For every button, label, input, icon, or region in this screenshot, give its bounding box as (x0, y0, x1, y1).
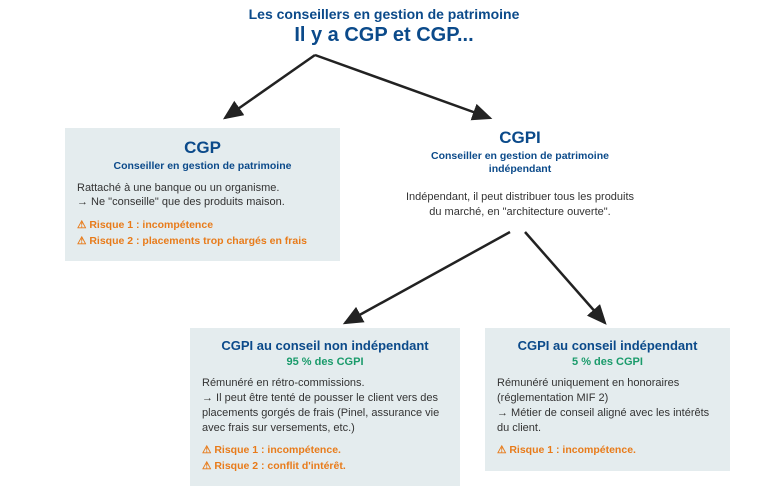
node-cgpi-subtitle: Conseiller en gestion de patrimoine indé… (390, 150, 650, 175)
node-cgpi-non-desc: Rémunéré en rétro-commissions. → Il peut… (202, 376, 448, 435)
node-cgp-risk1: ⚠ Risque 1 : incompétence (77, 218, 328, 233)
diagram-title: Les conseillers en gestion de patrimoine… (0, 6, 768, 47)
node-cgpi-non-risk2: ⚠ Risque 2 : conflit d'intérêt. (202, 459, 448, 474)
title-line1: Les conseillers en gestion de patrimoine (0, 6, 768, 22)
node-cgpi-non: CGPI au conseil non indépendant 95 % des… (190, 328, 460, 486)
node-cgpi-header: CGPI Conseiller en gestion de patrimoine… (390, 128, 650, 175)
node-cgp-header: CGP Conseiller en gestion de patrimoine (77, 138, 328, 173)
node-cgpi-ind-pct: 5 % des CGPI (497, 356, 718, 368)
node-cgpi-non-title: CGPI au conseil non indépendant (202, 338, 448, 353)
node-cgp-title: CGP (77, 138, 328, 158)
node-cgp-risk2: ⚠ Risque 2 : placements trop chargés en … (77, 234, 328, 249)
node-cgp-subtitle: Conseiller en gestion de patrimoine (77, 160, 328, 173)
node-cgpi-non-risk1: ⚠ Risque 1 : incompétence. (202, 443, 448, 458)
node-cgp-desc: Rattaché à une banque ou un organisme. →… (77, 181, 328, 211)
node-cgp: CGP Conseiller en gestion de patrimoine … (65, 128, 340, 261)
node-cgpi-desc: Indépendant, il peut distribuer tous les… (385, 190, 655, 220)
node-cgpi-non-pct: 95 % des CGPI (202, 356, 448, 368)
node-cgpi-ind-desc: Rémunéré uniquement en honoraires (régle… (497, 376, 718, 435)
node-cgpi-ind: CGPI au conseil indépendant 5 % des CGPI… (485, 328, 730, 471)
node-cgpi-ind-title: CGPI au conseil indépendant (497, 338, 718, 353)
node-cgpi-title: CGPI (390, 128, 650, 148)
node-cgpi-ind-risk1: ⚠ Risque 1 : incompétence. (497, 443, 718, 458)
title-line2: Il y a CGP et CGP... (0, 24, 768, 47)
